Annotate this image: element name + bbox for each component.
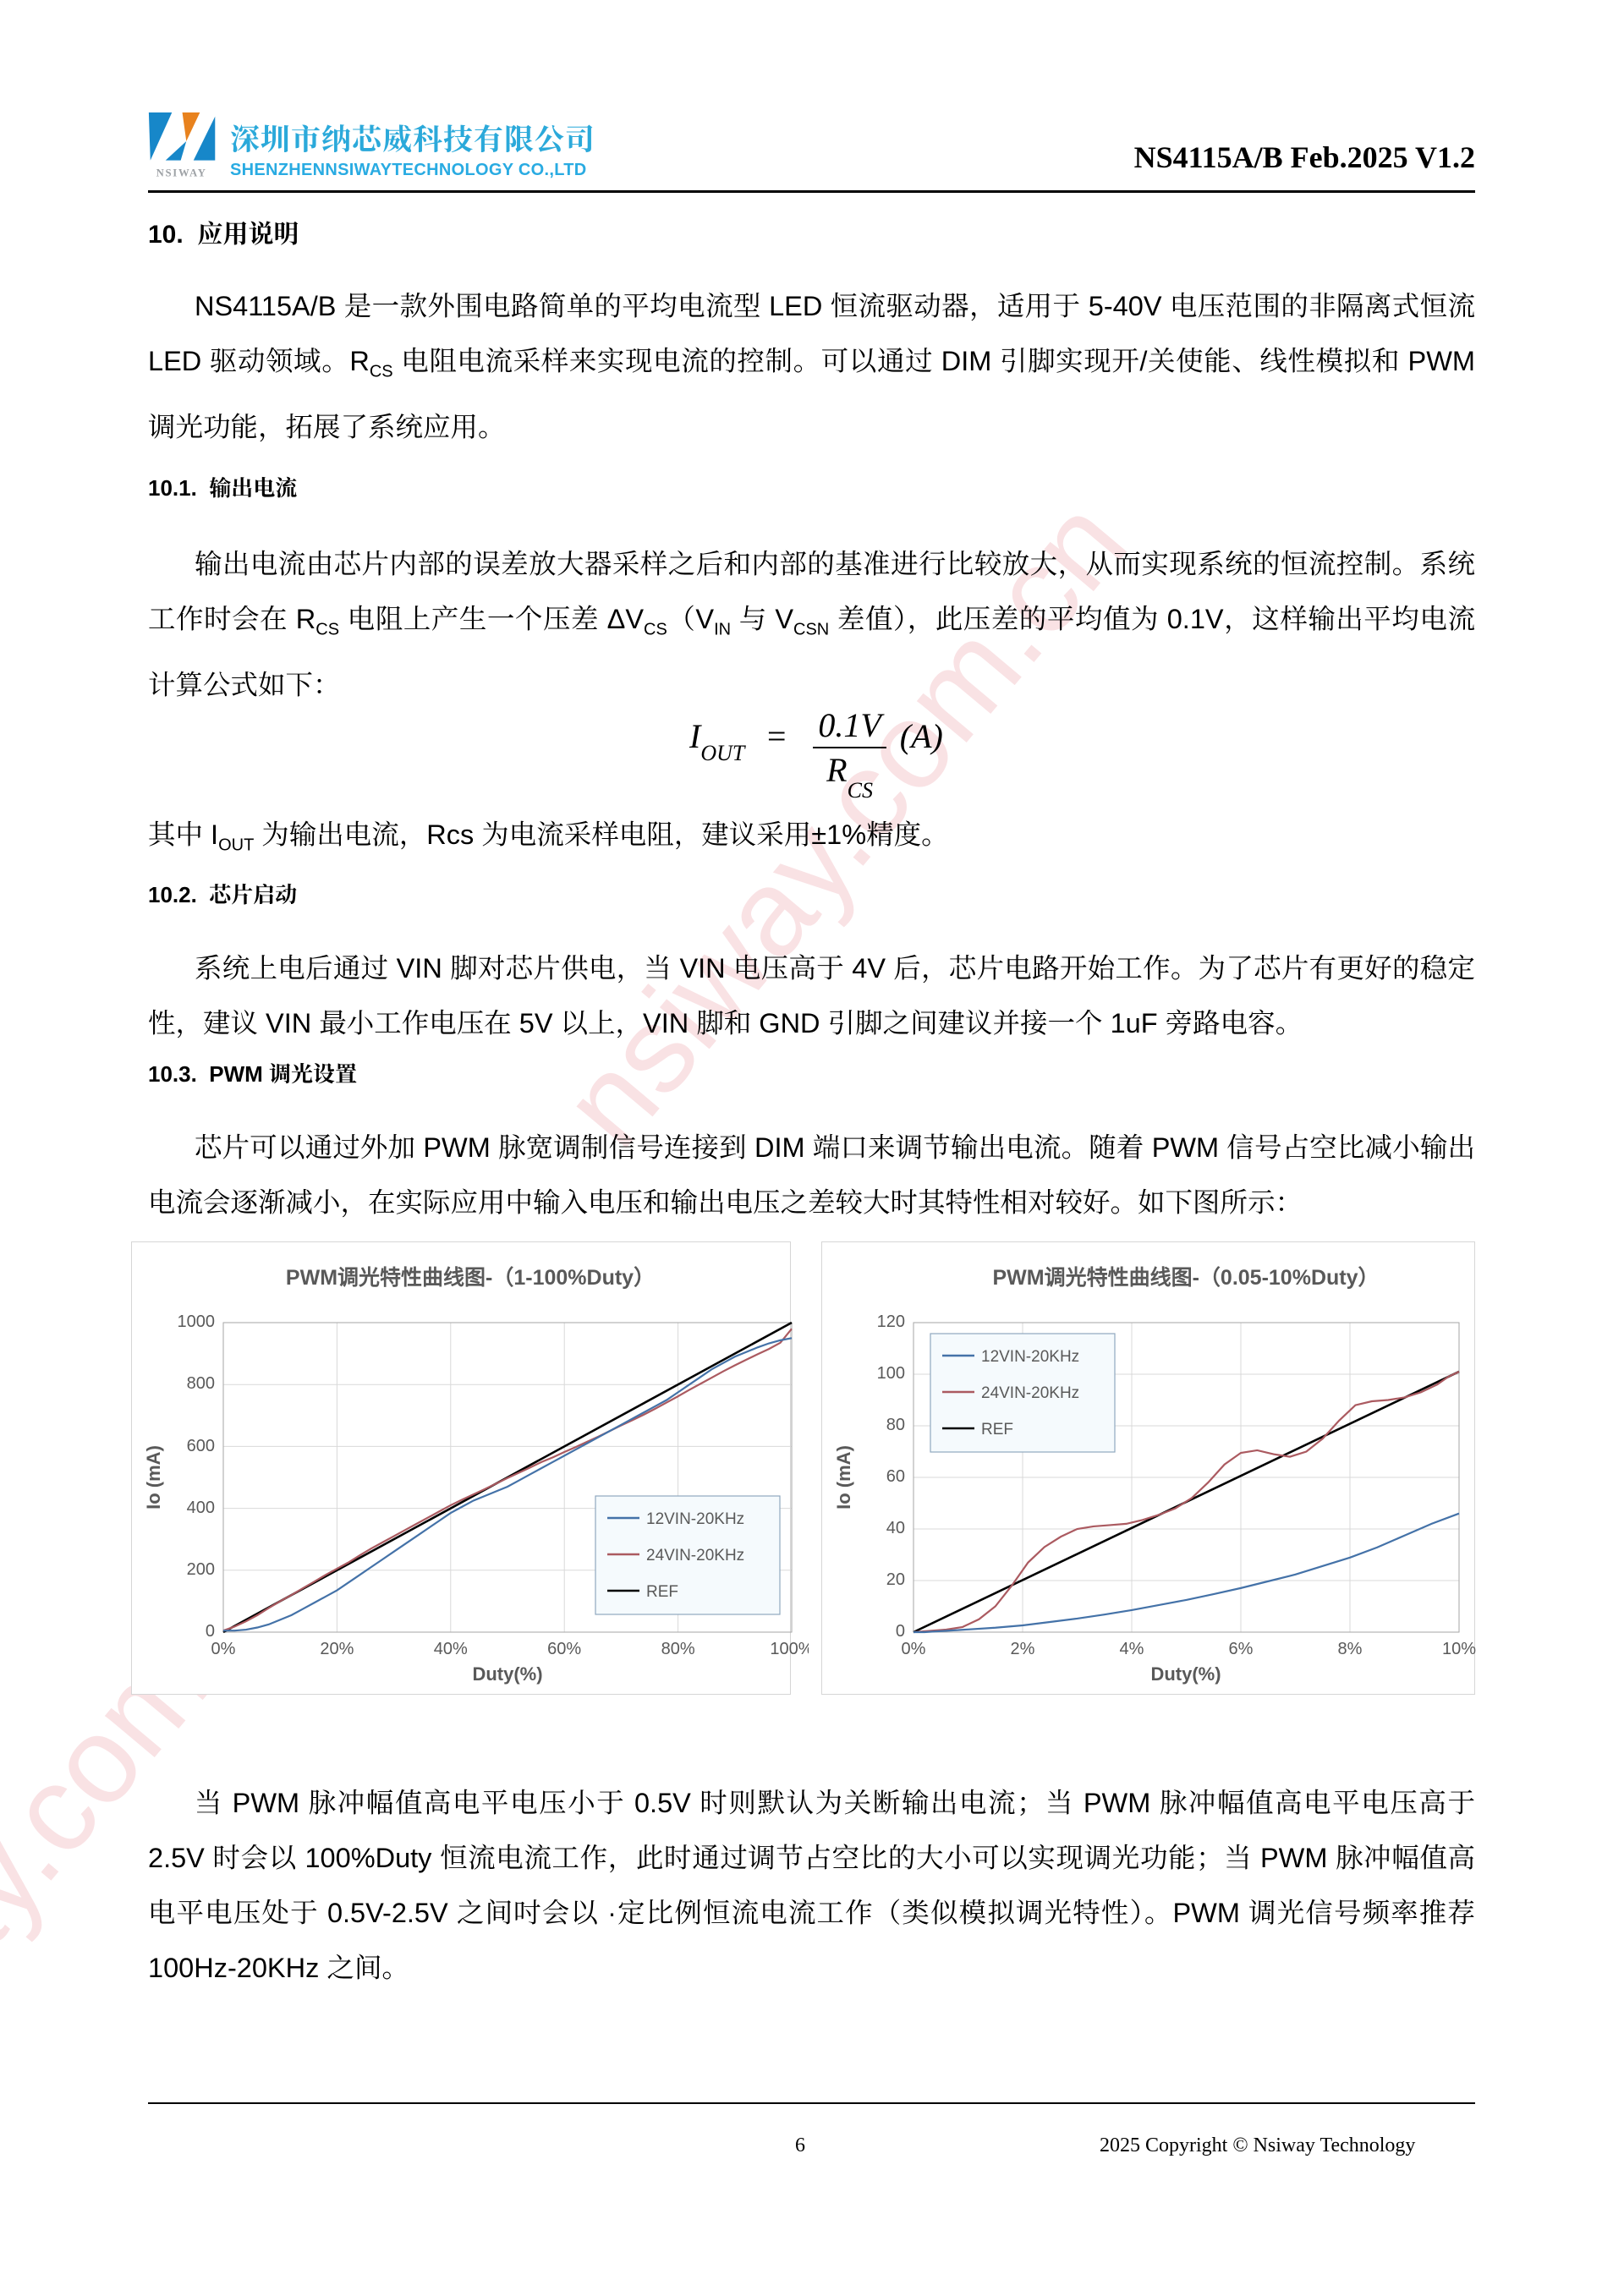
svg-text:80%: 80% xyxy=(661,1640,695,1658)
svg-text:20: 20 xyxy=(886,1570,905,1589)
svg-text:PWM调光特性曲线图-（1-100%Duty）: PWM调光特性曲线图-（1-100%Duty） xyxy=(286,1265,655,1290)
svg-text:24VIN-20KHz: 24VIN-20KHz xyxy=(981,1384,1079,1402)
svg-text:120: 120 xyxy=(877,1312,905,1331)
svg-text:60%: 60% xyxy=(547,1640,581,1658)
svg-text:6%: 6% xyxy=(1229,1640,1254,1658)
svg-text:Duty(%): Duty(%) xyxy=(472,1663,542,1685)
svg-text:400: 400 xyxy=(187,1499,215,1517)
svg-text:REF: REF xyxy=(646,1583,678,1601)
svg-text:REF: REF xyxy=(981,1421,1013,1438)
svg-text:100%: 100% xyxy=(770,1640,809,1658)
svg-text:10%: 10% xyxy=(1442,1640,1476,1658)
svg-text:0: 0 xyxy=(896,1622,905,1641)
svg-text:60: 60 xyxy=(886,1467,905,1486)
svg-text:20%: 20% xyxy=(320,1640,354,1658)
svg-text:Duty(%): Duty(%) xyxy=(1150,1663,1221,1685)
svg-text:0: 0 xyxy=(206,1622,215,1641)
svg-text:12VIN-20KHz: 12VIN-20KHz xyxy=(981,1348,1079,1366)
svg-text:8%: 8% xyxy=(1338,1640,1363,1658)
svg-text:100: 100 xyxy=(877,1364,905,1383)
svg-text:24VIN-20KHz: 24VIN-20KHz xyxy=(646,1547,744,1564)
svg-text:80: 80 xyxy=(886,1416,905,1434)
svg-text:PWM调光特性曲线图-（0.05-10%Duty）: PWM调光特性曲线图-（0.05-10%Duty） xyxy=(993,1265,1380,1290)
svg-text:NSIWAY: NSIWAY xyxy=(156,167,207,179)
svg-text:4%: 4% xyxy=(1120,1640,1144,1658)
svg-text:0%: 0% xyxy=(902,1640,926,1658)
svg-text:1000: 1000 xyxy=(178,1312,216,1331)
svg-text:2%: 2% xyxy=(1011,1640,1035,1658)
svg-text:200: 200 xyxy=(187,1560,215,1579)
svg-text:Io (mA): Io (mA) xyxy=(833,1445,854,1510)
svg-text:12VIN-20KHz: 12VIN-20KHz xyxy=(646,1510,744,1528)
svg-text:600: 600 xyxy=(187,1437,215,1455)
svg-text:40: 40 xyxy=(886,1519,905,1537)
svg-text:Io (mA): Io (mA) xyxy=(143,1445,164,1510)
svg-text:0%: 0% xyxy=(211,1640,236,1658)
svg-text:800: 800 xyxy=(187,1374,215,1393)
svg-text:40%: 40% xyxy=(434,1640,468,1658)
